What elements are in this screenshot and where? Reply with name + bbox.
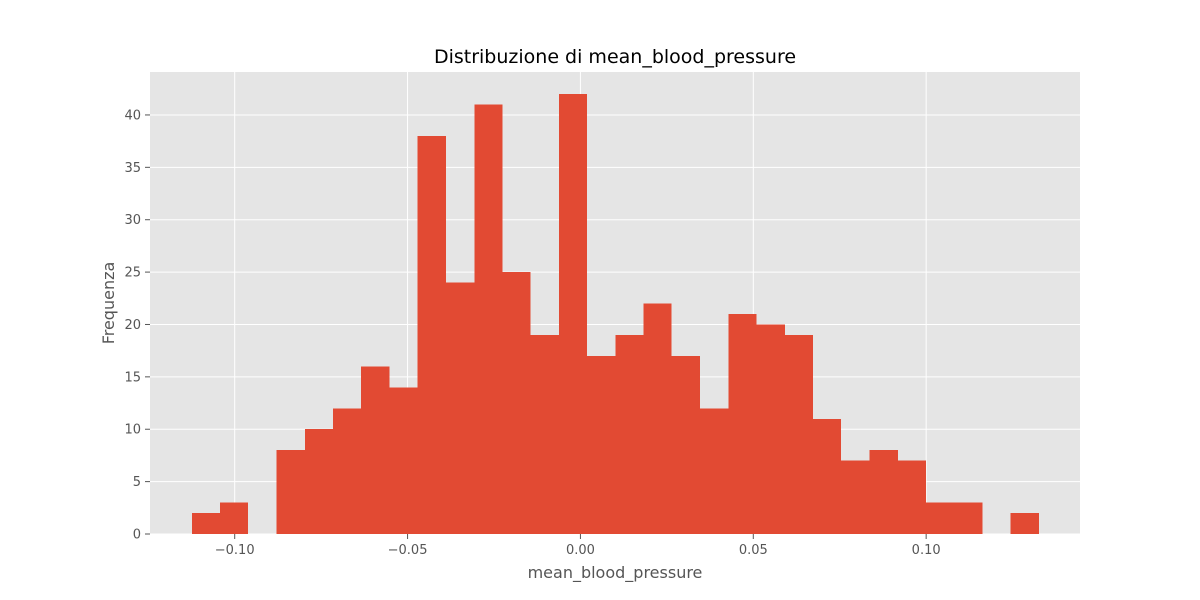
histogram-bar [304, 429, 333, 534]
y-tick-label: 20 [124, 318, 141, 333]
histogram-bar [502, 272, 531, 534]
histogram-bar [1010, 513, 1039, 534]
histogram-bar [220, 502, 249, 534]
histogram-bar [276, 450, 305, 534]
histogram-bar [445, 282, 475, 534]
y-tick-label: 5 [133, 475, 141, 490]
x-tick-label: −0.10 [215, 543, 255, 558]
x-tick-label: 0.00 [566, 543, 595, 558]
histogram-bar [586, 355, 616, 534]
chart-title: Distribuzione di mean_blood_pressure [434, 46, 796, 68]
histogram-bar [841, 460, 870, 534]
y-tick-label: 40 [124, 108, 141, 123]
x-tick-label: 0.10 [912, 543, 941, 558]
histogram-bar [869, 450, 898, 534]
histogram-bar [530, 334, 559, 534]
histogram-bar [700, 408, 729, 534]
histogram-bar [558, 94, 587, 534]
histogram-bar [897, 460, 926, 534]
y-axis-ticks: 0 5 10 15 20 25 30 35 40 [124, 108, 150, 543]
histogram-bar [813, 418, 842, 534]
y-tick-label: 30 [124, 213, 141, 228]
histogram-bar [784, 334, 814, 534]
histogram-bar [332, 408, 362, 534]
x-axis-label: mean_blood_pressure [528, 563, 703, 583]
histogram-bar [389, 387, 418, 534]
histogram-bar [417, 135, 446, 534]
x-tick-label: −0.05 [388, 543, 428, 558]
y-tick-label: 10 [124, 423, 141, 438]
y-tick-label: 15 [124, 370, 141, 385]
histogram-bar [615, 334, 644, 534]
y-tick-label: 25 [124, 266, 141, 281]
histogram-bar [925, 502, 955, 534]
histogram-bar [728, 314, 757, 534]
y-tick-label: 0 [133, 528, 141, 543]
histogram-bar [474, 104, 503, 534]
y-axis-label: Frequenza [99, 262, 118, 345]
y-tick-label: 35 [124, 161, 141, 176]
histogram-bars [191, 94, 1039, 534]
histogram-bar [954, 502, 983, 534]
histogram-bar [756, 324, 785, 534]
histogram-bar [191, 513, 221, 534]
histogram-bar [361, 366, 390, 534]
x-axis-ticks: −0.10 −0.05 0.00 0.05 0.10 [215, 534, 941, 558]
histogram-bar [671, 355, 701, 534]
histogram-bar [643, 303, 672, 534]
x-tick-label: 0.05 [739, 543, 768, 558]
